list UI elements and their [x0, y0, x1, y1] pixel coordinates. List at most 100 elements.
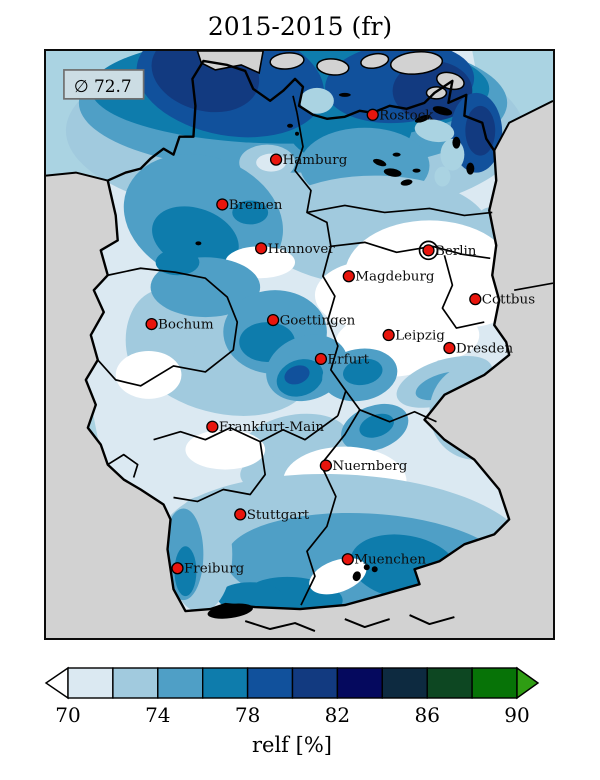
city-label: Berlin [435, 244, 477, 259]
city-label: Stuttgart [247, 508, 310, 523]
state-border [173, 441, 266, 503]
neighbor-land-main [46, 100, 553, 638]
lake [414, 114, 431, 123]
lake [392, 152, 401, 157]
state-border [107, 453, 139, 478]
city-label: Bremen [229, 198, 283, 213]
alps-ridge [409, 614, 455, 626]
lake [400, 179, 413, 186]
city-label: Hannover [268, 242, 336, 257]
poland-river [514, 282, 553, 291]
lake [338, 92, 351, 97]
city-marker [422, 244, 435, 257]
lake [363, 564, 370, 571]
lake [295, 131, 300, 136]
colorbar-tick-label: 70 [55, 703, 80, 727]
city-label: Frankfurt-Main [219, 420, 325, 435]
contour-blob [232, 200, 269, 225]
island [269, 52, 305, 70]
contour-blob [155, 249, 200, 276]
city: Freiburg [171, 562, 245, 577]
city-marker [255, 242, 268, 255]
colorbar-label: relf [%] [252, 733, 332, 757]
mean-annotation: ∅ 72.7 [63, 69, 145, 100]
alps-ridge [344, 618, 390, 629]
state-border [292, 95, 298, 113]
city-label: Nuernberg [332, 459, 407, 474]
city: Leipzig [382, 328, 445, 344]
colorbar-cell [426, 667, 473, 699]
netherlands-coast [46, 171, 108, 182]
annotation-box [63, 69, 145, 100]
lake [371, 566, 378, 573]
island [360, 52, 390, 69]
alps-ridge [244, 620, 316, 632]
city-marker [443, 341, 456, 355]
city: Frankfurt-Main [206, 420, 325, 435]
state-border [306, 204, 493, 217]
state-border [97, 267, 239, 387]
city-marker [382, 328, 395, 342]
city: Berlin [422, 244, 477, 259]
city: Stuttgart [234, 508, 310, 523]
germany-border [84, 59, 511, 613]
alps-lines [244, 614, 455, 632]
city: Hamburg [269, 153, 348, 168]
contour-blob [343, 358, 383, 386]
colorbar-cell [246, 667, 294, 699]
city: Muenchen [341, 553, 426, 568]
state-border [441, 255, 485, 329]
colorbar-tick-label: 82 [325, 703, 350, 727]
city-marker [206, 420, 219, 433]
city: Bochum [145, 318, 214, 333]
lakes-islands [195, 92, 475, 619]
map-canvas: Rostock Hamburg Bremen Hannover BerlinMagdeb… [46, 51, 553, 638]
city-marker [469, 293, 482, 306]
city-marker [319, 459, 333, 472]
colorbar-cell [471, 667, 518, 699]
colorbar-tick-label: 74 [145, 703, 170, 727]
city-marker [366, 108, 379, 121]
contour-blob [399, 310, 480, 360]
city-label: Leipzig [395, 329, 445, 344]
lake [383, 168, 402, 177]
state-border [330, 241, 491, 260]
page-title: 2015-2015 (fr) [207, 12, 393, 41]
contour-blob [434, 166, 451, 187]
colorbar-under-arrow [44, 666, 69, 700]
city: Rostock [366, 108, 434, 123]
city-marker [234, 508, 247, 521]
city: Hannover [255, 242, 336, 257]
city-marker [171, 562, 184, 575]
city-label: Hamburg [283, 153, 348, 168]
contour-blob [309, 558, 367, 595]
lake [452, 136, 461, 149]
state-borders [97, 95, 493, 606]
colorbar-tick-label: 90 [504, 703, 529, 727]
city: Erfurt [314, 352, 370, 367]
contour-blob [299, 87, 334, 114]
state-border [294, 112, 347, 417]
city: Goettingen [266, 314, 356, 329]
contour-blob [185, 429, 266, 470]
city-label: Muenchen [354, 553, 426, 568]
danish-islands [269, 51, 465, 100]
city-markers: Rostock Hamburg Bremen Hannover BerlinMagdeb… [145, 108, 535, 577]
city-label: Freiburg [184, 562, 245, 577]
colorbar-cell [112, 667, 159, 699]
neighbor-coastlines [46, 99, 553, 291]
colorbar-tick-label: 78 [235, 703, 260, 727]
lake [466, 162, 475, 175]
city-label: Cottbus [482, 293, 535, 308]
poland-coast [493, 99, 553, 152]
city: Bremen [216, 198, 283, 213]
colorbar-cell [291, 667, 339, 699]
city-marker [314, 352, 328, 366]
colorbar-cell [157, 667, 204, 699]
map-axes: Rostock Hamburg Bremen Hannover Berlin Magdeb… [44, 49, 555, 640]
colorbar: 70 74 78 82 86 90 relf [%] [0, 648, 600, 780]
city: Nuernberg [319, 459, 408, 474]
contour-blob [284, 365, 310, 385]
berlin-border [418, 240, 439, 261]
city-marker [216, 198, 229, 211]
